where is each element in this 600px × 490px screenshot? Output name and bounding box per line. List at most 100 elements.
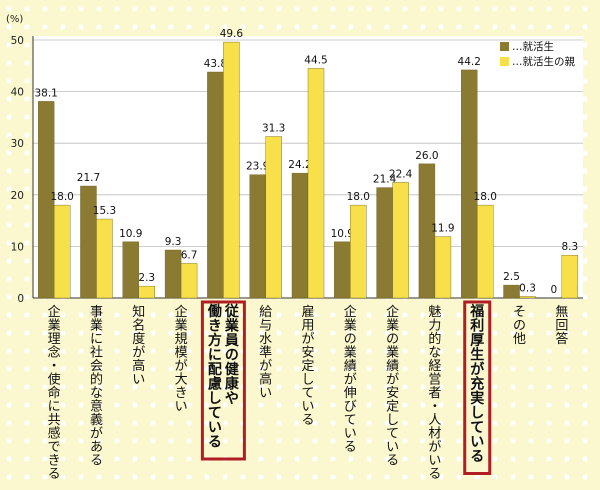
category-label-char: が bbox=[175, 359, 188, 374]
bar-parent bbox=[392, 182, 409, 299]
category-label-char: の bbox=[513, 319, 526, 334]
category-label-char: な bbox=[90, 386, 103, 401]
bar-student bbox=[334, 241, 351, 299]
data-label: 10.9 bbox=[119, 228, 142, 240]
category-label-char: る bbox=[90, 454, 103, 469]
category-label-char: 他 bbox=[513, 332, 526, 347]
category-label-char: い bbox=[208, 420, 222, 436]
category-label-char: 安 bbox=[301, 346, 314, 361]
category-label-char: る bbox=[344, 440, 357, 455]
category-label-char: 人 bbox=[428, 413, 441, 428]
bar-student bbox=[249, 174, 266, 299]
category-label-char: 業 bbox=[48, 318, 61, 334]
bar-parent bbox=[53, 204, 71, 299]
category-label-char: 安 bbox=[386, 386, 399, 401]
highlight-box bbox=[200, 300, 246, 461]
category-label-char: る bbox=[428, 467, 441, 482]
data-label: 43.8 bbox=[204, 58, 227, 70]
category-label-char: い bbox=[175, 400, 188, 415]
data-label: 38.1 bbox=[34, 87, 57, 99]
category-label-char: 業 bbox=[175, 318, 188, 334]
category-label-char: 規 bbox=[175, 332, 188, 347]
bar-parent bbox=[138, 285, 155, 299]
category-label-char: 員 bbox=[224, 333, 239, 349]
category-label-char: 答 bbox=[555, 331, 568, 347]
category-label-char: る bbox=[48, 467, 61, 482]
category-label-char: い bbox=[470, 435, 484, 451]
category-label-char: 慮 bbox=[208, 376, 222, 393]
y-tick-label: 30 bbox=[11, 138, 24, 150]
category-label-char: に bbox=[48, 400, 61, 415]
category-label-char: 力 bbox=[428, 319, 441, 334]
bar-student bbox=[461, 69, 478, 299]
category-label-char: 績 bbox=[386, 359, 399, 374]
category-label-char: の bbox=[225, 348, 239, 364]
category-label-char: い bbox=[344, 427, 357, 442]
category-label-char: 理 bbox=[48, 332, 61, 347]
data-label: 21.4 bbox=[373, 174, 397, 186]
y-unit-label: (%) bbox=[6, 14, 23, 25]
category-label-char: が bbox=[132, 346, 145, 361]
category-label-char: 業 bbox=[344, 345, 357, 361]
bar-student bbox=[164, 249, 182, 299]
category-label-char: し bbox=[470, 406, 484, 422]
data-label: 2.3 bbox=[138, 272, 155, 284]
data-label: 8.3 bbox=[561, 241, 578, 253]
category-label-char: る bbox=[301, 413, 314, 428]
data-label: 15.3 bbox=[93, 205, 116, 217]
data-label: 31.3 bbox=[262, 122, 285, 134]
legend-label: …就活生の親 bbox=[512, 55, 575, 68]
category-label-char: る bbox=[470, 449, 484, 465]
category-label-char: の bbox=[344, 332, 357, 347]
category-label-char: 雇 bbox=[301, 304, 314, 320]
category-label-char: 材 bbox=[428, 427, 441, 442]
legend-swatch bbox=[500, 57, 509, 66]
data-label: 24.2 bbox=[288, 159, 311, 171]
category-label-char: き bbox=[48, 454, 61, 469]
bar-parent bbox=[477, 204, 494, 299]
bar-student bbox=[80, 185, 97, 299]
category-label-char: 定 bbox=[386, 400, 399, 415]
data-label: 18.0 bbox=[347, 191, 370, 203]
category-label-char: 企 bbox=[48, 304, 61, 320]
category-label-char: し bbox=[386, 413, 399, 428]
data-label: 22.4 bbox=[389, 168, 413, 180]
data-label: 18.0 bbox=[474, 191, 497, 203]
data-label: 18.0 bbox=[50, 191, 73, 203]
bar-student bbox=[37, 101, 55, 299]
category-label-char: 模 bbox=[175, 346, 188, 361]
category-label-char: 方 bbox=[208, 332, 222, 349]
category-label-char: る bbox=[386, 454, 399, 469]
data-label: 11.9 bbox=[431, 223, 454, 235]
category-label-char: 従 bbox=[224, 303, 240, 320]
category-label-char: 康 bbox=[225, 376, 240, 393]
category-label-char: 業 bbox=[386, 318, 399, 334]
category-label-char: が bbox=[259, 359, 272, 374]
category-label-char: や bbox=[225, 391, 239, 407]
bar-student bbox=[207, 71, 224, 299]
y-tick-label: 0 bbox=[17, 293, 24, 305]
bar-student bbox=[418, 163, 436, 299]
category-label-char: で bbox=[48, 440, 61, 455]
category-label-char: 水 bbox=[259, 332, 272, 347]
data-label: 23.9 bbox=[246, 161, 269, 173]
category-label-char: 用 bbox=[301, 319, 314, 334]
category-label-char: 業 bbox=[386, 345, 399, 361]
bar-parent bbox=[307, 68, 325, 299]
category-label-char: 企 bbox=[386, 304, 399, 320]
category-label-char: 社 bbox=[90, 345, 103, 361]
data-label: 26.0 bbox=[415, 150, 438, 162]
category-label-char: 事 bbox=[90, 305, 103, 320]
category-label-char: 意 bbox=[90, 399, 103, 415]
y-tick-label: 40 bbox=[11, 87, 24, 99]
legend-swatch bbox=[500, 42, 509, 51]
category-label-char: 営 bbox=[428, 373, 441, 388]
category-label-char: が bbox=[90, 427, 103, 442]
category-label-char: 魅 bbox=[428, 305, 441, 320]
bar-parent bbox=[519, 296, 536, 299]
category-label-char: 義 bbox=[90, 412, 103, 428]
category-label-char: そ bbox=[513, 305, 526, 320]
category-label-char: き bbox=[208, 319, 222, 335]
category-label-char: 的 bbox=[90, 372, 103, 388]
